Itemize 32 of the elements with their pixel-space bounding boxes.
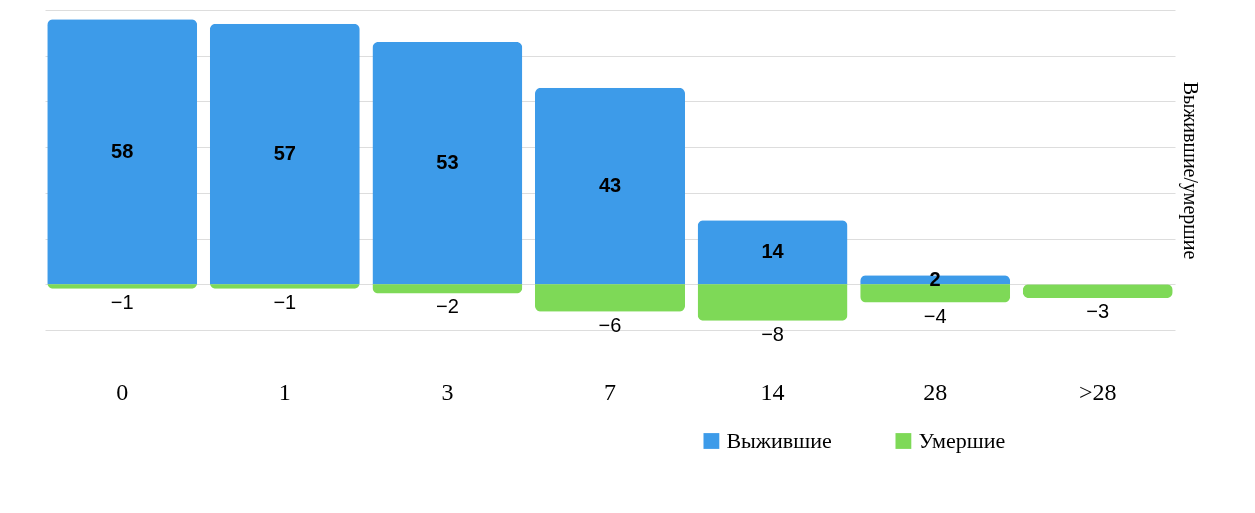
data-label: −1 [110,290,134,313]
bar [535,284,685,312]
data-label: −6 [598,313,622,336]
bar [860,284,1011,303]
bar [697,220,848,285]
bar [535,87,685,285]
x-tick-label: 7 [604,378,616,405]
x-tick-label: 28 [923,378,948,405]
data-label: 14 [761,240,785,263]
data-label: 58 [111,139,134,162]
bar [372,42,523,285]
data-label: −3 [1086,300,1110,322]
data-label: 53 [436,151,459,174]
data-label: 57 [273,142,296,164]
bar [47,19,198,285]
data-label: −2 [436,295,459,318]
bar [697,284,848,321]
bar [209,23,360,285]
data-label: −8 [761,322,784,345]
data-label: 43 [598,174,622,196]
data-label: −4 [923,304,947,327]
data-label: −1 [273,290,297,313]
x-tick-label: 3 [441,378,454,405]
x-tick-label: 1 [278,378,291,405]
bar [1022,284,1173,298]
legend-label: Умершие [918,428,1006,453]
x-tick-label: 14 [760,378,785,405]
legend-label: Выжившие [726,428,832,453]
x-tick-label: 0 [116,378,129,405]
bar [372,284,523,294]
x-tick-label: >28 [1079,378,1117,405]
y-axis-title: Выжившие/умершие [1178,81,1202,260]
